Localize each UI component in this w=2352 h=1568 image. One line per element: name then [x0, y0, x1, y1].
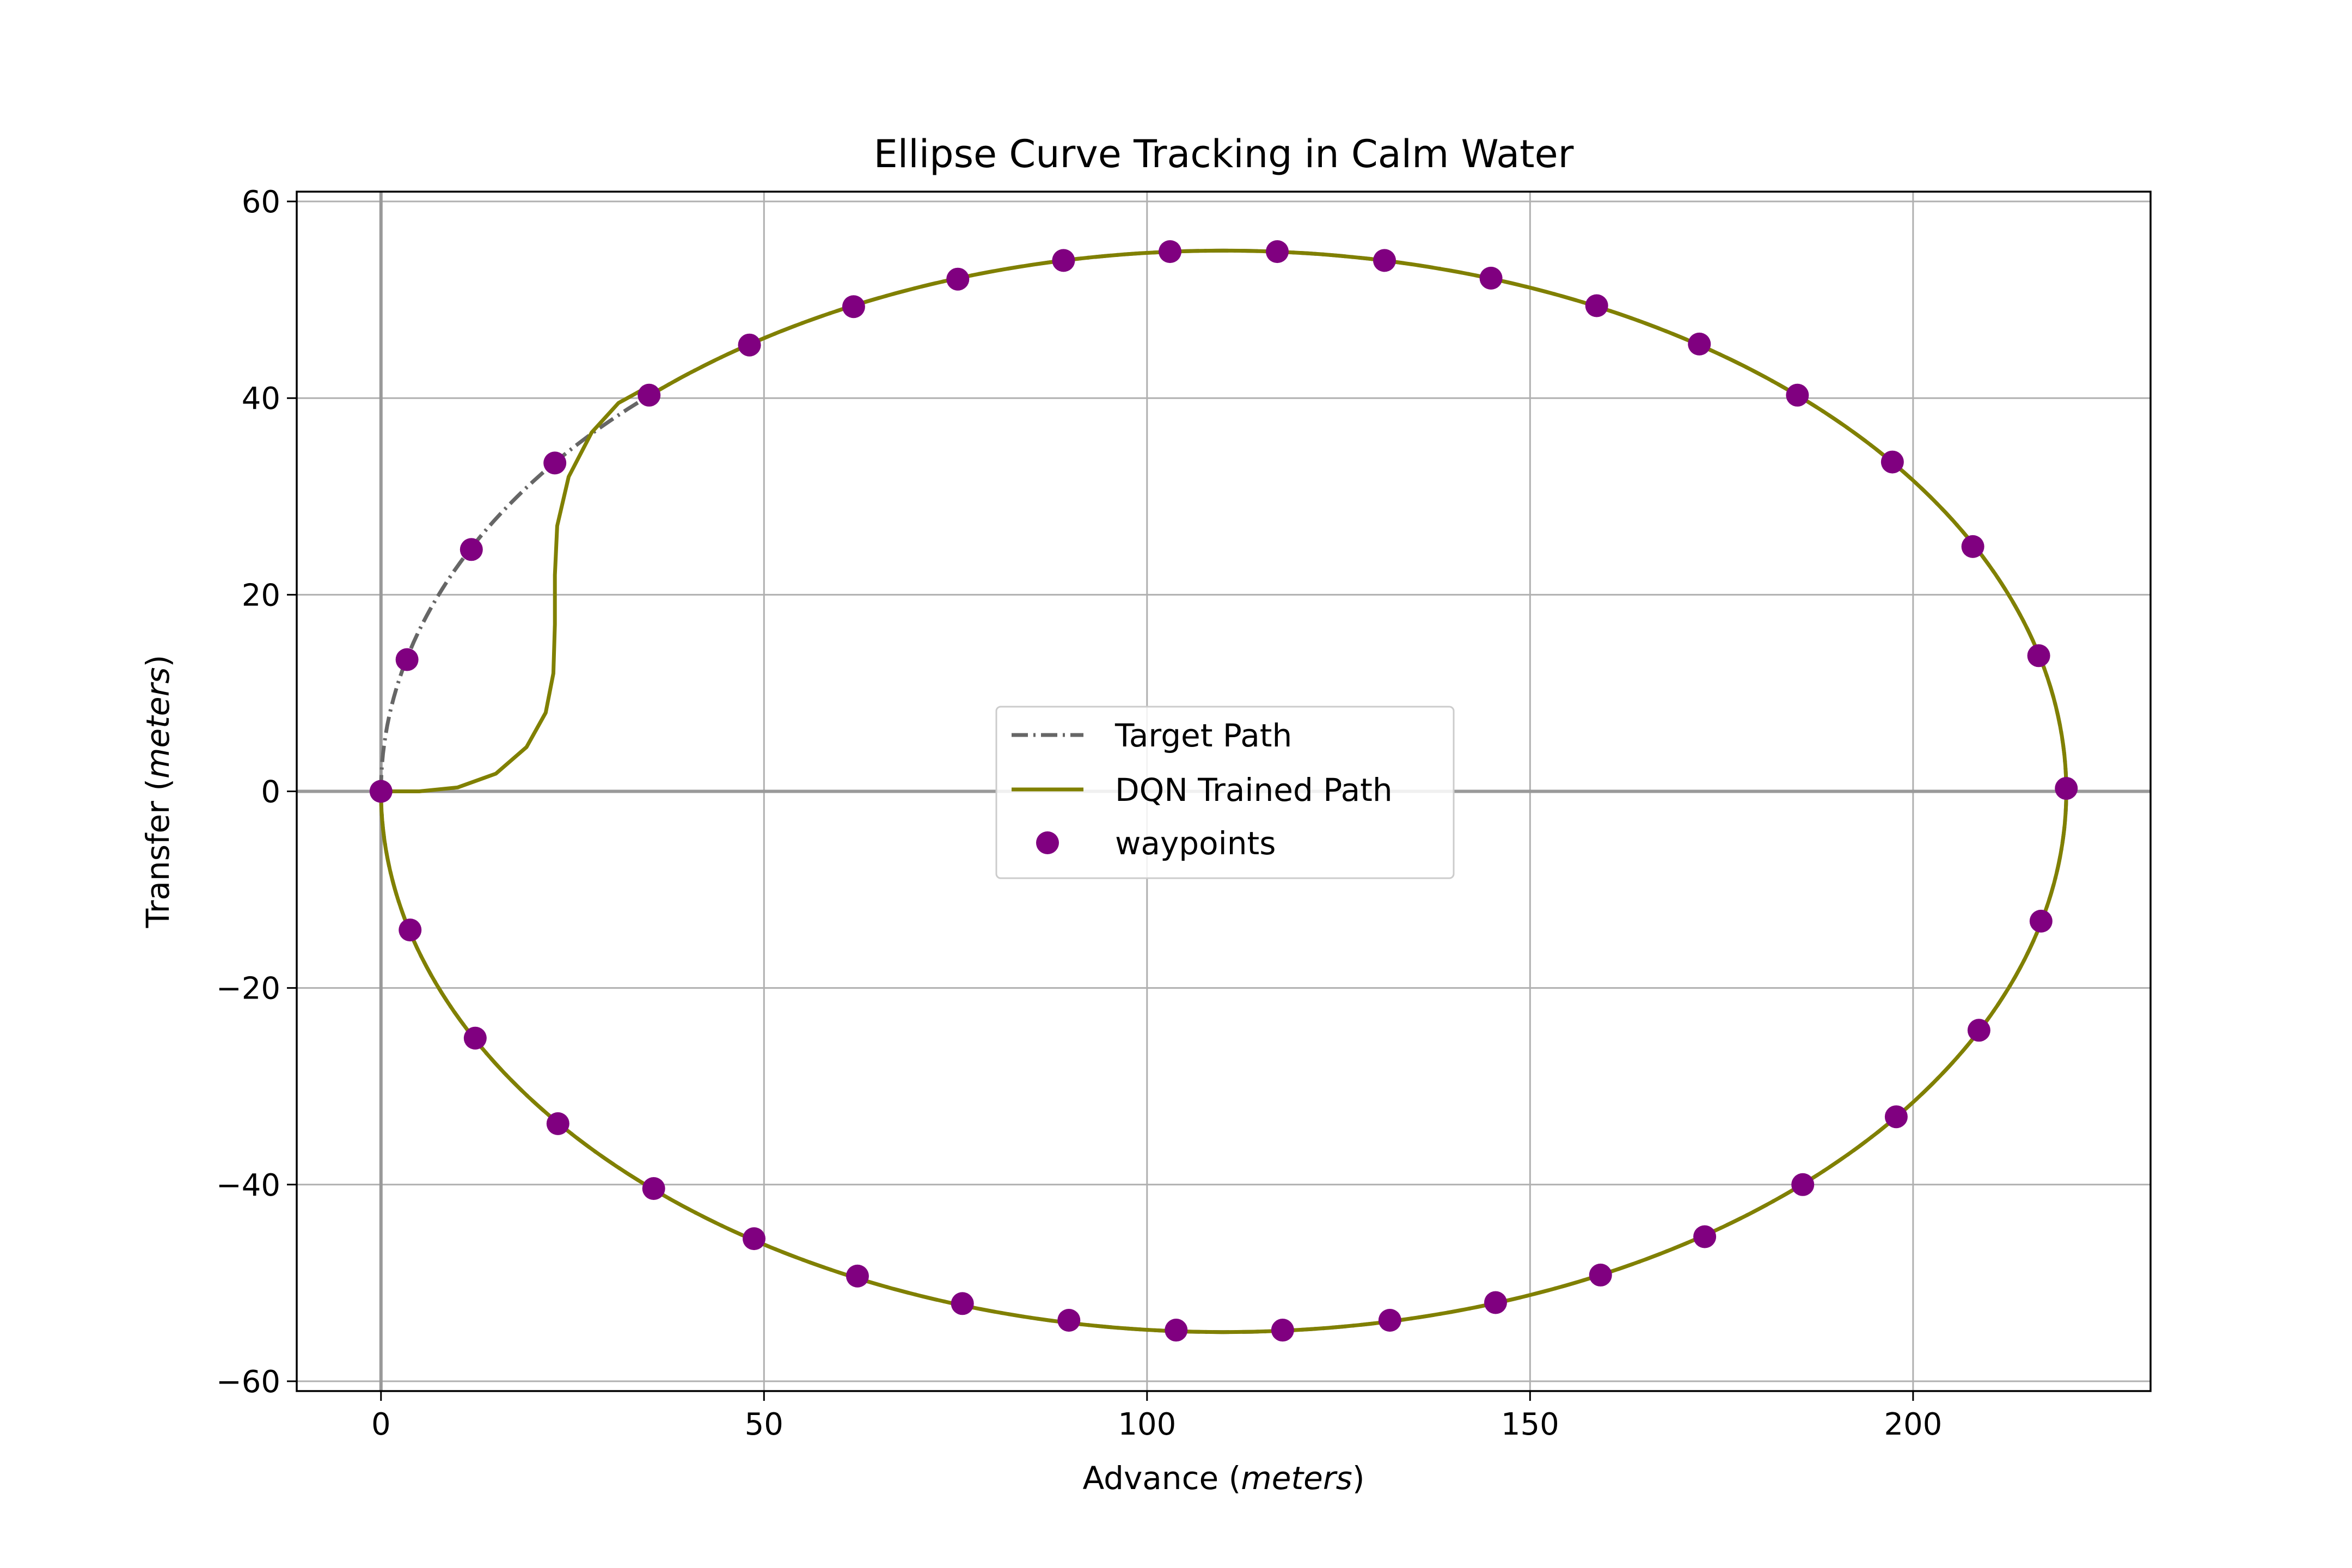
- waypoint-marker: [2027, 644, 2050, 667]
- waypoint-marker: [1884, 1105, 1908, 1129]
- y-tick-label: 0: [261, 775, 280, 810]
- waypoint-marker: [1484, 1291, 1507, 1314]
- waypoint-marker: [1052, 249, 1075, 272]
- dqn-trained-path-line: [379, 248, 2068, 1334]
- waypoint-marker: [1585, 294, 1608, 317]
- x-axis-label: Advance (meters): [1082, 1460, 1364, 1497]
- legend: Target Path DQN Trained Path waypoints: [995, 706, 1455, 879]
- waypoint-marker: [1479, 266, 1503, 290]
- y-tick-label: 20: [242, 578, 280, 613]
- waypoint-marker: [395, 648, 419, 671]
- waypoint-marker: [1688, 332, 1711, 356]
- waypoint-marker: [2055, 777, 2078, 800]
- waypoint-marker: [463, 1026, 487, 1050]
- waypoint-marker: [1589, 1263, 1612, 1287]
- waypoint-marker: [460, 538, 483, 561]
- waypoint-marker: [1159, 240, 1182, 264]
- x-tick-label: 100: [1118, 1407, 1176, 1442]
- x-tick-label: 0: [371, 1407, 391, 1442]
- legend-dqn-path-label: DQN Trained Path: [1115, 771, 1393, 808]
- waypoint-marker: [742, 1227, 765, 1251]
- y-tick-label: −20: [216, 971, 280, 1007]
- x-axis-label-text: Advance: [1082, 1460, 1228, 1497]
- y-tick-label: 40: [242, 381, 280, 416]
- waypoint-marker: [738, 333, 761, 357]
- x-tick-label: 150: [1501, 1407, 1559, 1442]
- waypoint-marker: [546, 1112, 569, 1135]
- waypoint-marker: [842, 295, 865, 318]
- y-axis-label-text: Transfer: [139, 791, 176, 929]
- chart-title: Ellipse Curve Tracking in Calm Water: [874, 132, 1574, 176]
- waypoint-marker: [369, 780, 393, 803]
- x-tick-label: 200: [1884, 1407, 1942, 1442]
- y-axis-label-unit: meters: [139, 667, 176, 779]
- x-tick-label: 50: [745, 1407, 783, 1442]
- waypoint-marker: [1373, 249, 1396, 272]
- x-axis-label-unit: meters: [1241, 1460, 1352, 1497]
- y-axis-label: Transfer (meters): [139, 655, 176, 929]
- legend-box: [995, 706, 1455, 879]
- waypoint-marker: [1057, 1308, 1081, 1332]
- waypoint-marker: [846, 1264, 869, 1288]
- plot-series: [369, 240, 2078, 1342]
- waypoint-marker: [946, 267, 970, 291]
- waypoint-marker: [1165, 1319, 1188, 1342]
- waypoint-marker: [1961, 535, 1984, 558]
- waypoint-marker: [2029, 909, 2053, 933]
- waypoint-marker: [951, 1292, 974, 1315]
- waypoint-marker: [1791, 1173, 1815, 1196]
- waypoint-marker: [1786, 383, 1809, 407]
- waypoint-marker: [642, 1177, 665, 1200]
- y-tick-label: 60: [242, 185, 280, 220]
- y-tick-label: −60: [216, 1364, 280, 1400]
- y-tick-label: −40: [216, 1168, 280, 1203]
- axis-ticks: 0 50 100 150 200 −60 −40 −20 0 20 40 60: [216, 185, 1942, 1442]
- legend-waypoints-swatch: [1036, 831, 1059, 854]
- waypoint-marker: [1265, 240, 1289, 264]
- waypoint-marker: [1881, 450, 1904, 474]
- waypoint-marker: [1693, 1225, 1717, 1248]
- legend-waypoints-label: waypoints: [1115, 825, 1276, 862]
- waypoint-marker: [1271, 1319, 1294, 1342]
- legend-target-path-label: Target Path: [1114, 717, 1292, 754]
- waypoint-marker: [543, 451, 567, 475]
- waypoint-marker: [638, 383, 661, 407]
- waypoint-marker: [1378, 1308, 1401, 1332]
- waypoint-marker: [1967, 1019, 1990, 1042]
- waypoint-marker: [399, 918, 422, 942]
